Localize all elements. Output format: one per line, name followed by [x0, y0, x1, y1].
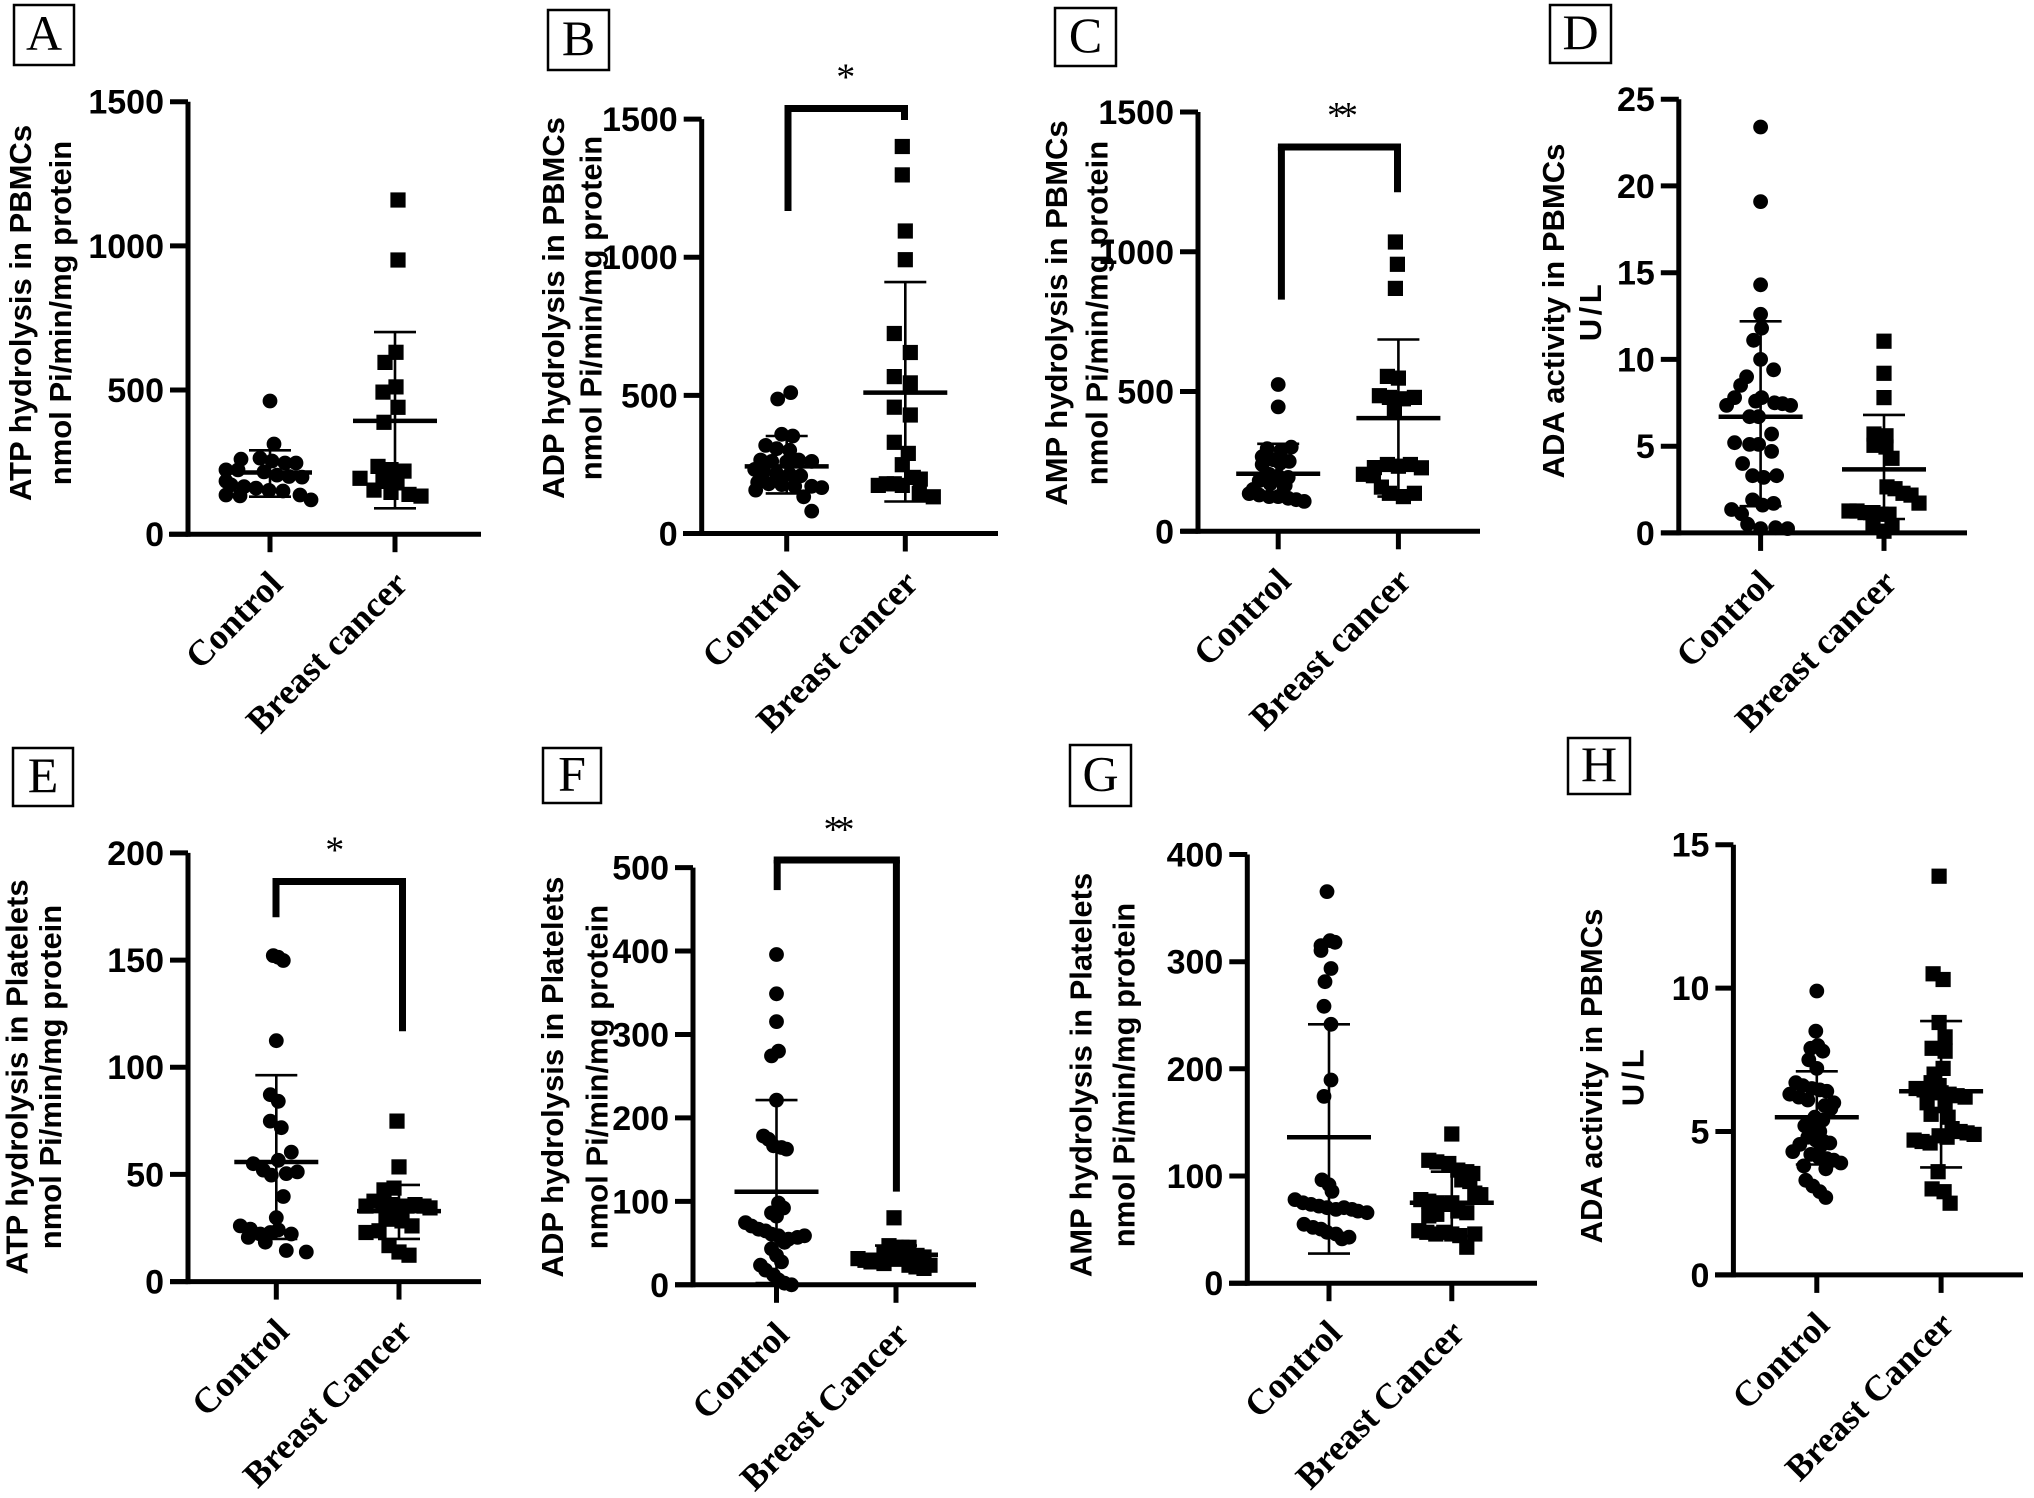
svg-text:AMP hydrolysis in Platelets: AMP hydrolysis in Platelets: [1064, 873, 1099, 1277]
svg-text:0: 0: [145, 1264, 164, 1302]
svg-text:300: 300: [612, 1017, 669, 1055]
svg-text:25: 25: [1617, 81, 1655, 119]
svg-text:0: 0: [145, 516, 164, 554]
svg-text:15: 15: [1672, 827, 1710, 865]
svg-text:10: 10: [1617, 341, 1655, 379]
svg-text:C: C: [1069, 7, 1102, 63]
svg-text:ATP hydrolysis in Platelets: ATP hydrolysis in Platelets: [0, 879, 34, 1274]
svg-text:B: B: [562, 10, 595, 66]
svg-text:0: 0: [659, 516, 678, 554]
svg-text:500: 500: [1117, 374, 1174, 412]
svg-text:ADA activity in PBMCs: ADA activity in PBMCs: [1574, 909, 1609, 1244]
svg-text:1500: 1500: [88, 84, 164, 122]
svg-text:E: E: [28, 747, 59, 803]
svg-text:0: 0: [1636, 515, 1655, 553]
svg-text:150: 150: [107, 942, 164, 980]
svg-text:0: 0: [1690, 1257, 1709, 1295]
svg-text:*: *: [325, 830, 344, 872]
svg-text:1500: 1500: [602, 101, 678, 139]
svg-text:ADA activity in PBMCs: ADA activity in PBMCs: [1536, 144, 1571, 479]
svg-text:1000: 1000: [1098, 234, 1174, 272]
svg-text:200: 200: [1167, 1051, 1224, 1089]
svg-text:100: 100: [612, 1183, 669, 1221]
svg-text:ATP hydrolysis in PBMCs: ATP hydrolysis in PBMCs: [3, 125, 38, 501]
svg-text:50: 50: [126, 1156, 164, 1194]
svg-text:0: 0: [1204, 1265, 1223, 1303]
svg-text:10: 10: [1672, 970, 1710, 1008]
svg-text:500: 500: [107, 372, 164, 410]
svg-text:100: 100: [107, 1049, 164, 1087]
svg-text:400: 400: [1167, 837, 1224, 875]
svg-text:100: 100: [1167, 1158, 1224, 1196]
svg-text:A: A: [26, 5, 62, 61]
svg-text:500: 500: [621, 377, 678, 415]
svg-text:D: D: [1562, 4, 1598, 60]
svg-text:300: 300: [1167, 944, 1224, 982]
svg-text:nmol Pi/min/mg protein: nmol Pi/min/mg protein: [43, 141, 78, 485]
svg-text:5: 5: [1690, 1114, 1709, 1152]
svg-text:ADP hydrolysis in PBMCs: ADP hydrolysis in PBMCs: [536, 117, 571, 499]
svg-text:15: 15: [1617, 255, 1655, 293]
svg-text:nmol Pi/min/mg protein: nmol Pi/min/mg protein: [574, 136, 609, 480]
svg-text:0: 0: [650, 1267, 669, 1305]
svg-text:U/L: U/L: [1615, 1046, 1650, 1106]
svg-text:F: F: [558, 746, 586, 802]
svg-text:200: 200: [107, 835, 164, 873]
svg-text:200: 200: [612, 1100, 669, 1138]
svg-text:1500: 1500: [1098, 94, 1174, 132]
svg-text:1000: 1000: [88, 228, 164, 266]
svg-text:1000: 1000: [602, 239, 678, 277]
svg-text:H: H: [1581, 736, 1617, 792]
svg-text:U/L: U/L: [1573, 281, 1608, 341]
svg-text:0: 0: [1155, 513, 1174, 551]
svg-text:G: G: [1082, 746, 1118, 802]
svg-text:nmol Pi/min/mg protein: nmol Pi/min/mg protein: [1080, 141, 1115, 485]
svg-text:nmol Pi/min/mg protein: nmol Pi/min/mg protein: [1107, 903, 1142, 1247]
svg-text:nmol Pi/min/mg protein: nmol Pi/min/mg protein: [33, 905, 68, 1249]
svg-text:5: 5: [1636, 428, 1655, 466]
svg-text:400: 400: [612, 933, 669, 971]
svg-text:AMP hydrolysis in PBMCs: AMP hydrolysis in PBMCs: [1039, 120, 1074, 505]
svg-text:20: 20: [1617, 168, 1655, 206]
svg-text:500: 500: [612, 850, 669, 888]
svg-text:nmol Pi/min/mg protein: nmol Pi/min/mg protein: [580, 905, 615, 1249]
svg-text:*: *: [836, 57, 855, 99]
svg-text:ADP hydrolysis in Platelets: ADP hydrolysis in Platelets: [535, 877, 570, 1278]
